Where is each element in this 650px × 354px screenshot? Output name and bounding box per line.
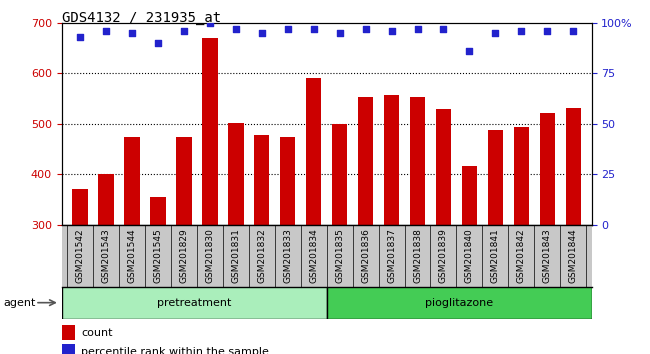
Point	[257, 30, 267, 36]
Text: GSM201838: GSM201838	[413, 228, 422, 283]
Point	[334, 30, 345, 36]
Bar	[410, 97, 425, 225]
Text: GSM201839: GSM201839	[439, 228, 448, 283]
Bar	[228, 124, 244, 225]
Text: GSM201844: GSM201844	[569, 228, 578, 282]
Bar	[62, 287, 326, 319]
Point	[309, 26, 319, 32]
Point	[127, 30, 137, 36]
Point	[153, 40, 163, 46]
Bar	[62, 344, 75, 354]
Text: GSM201544: GSM201544	[127, 228, 136, 282]
Bar	[202, 38, 218, 225]
Point	[360, 26, 370, 32]
Bar	[306, 79, 322, 225]
Bar	[514, 127, 529, 225]
Point	[490, 30, 501, 36]
Point	[283, 26, 293, 32]
Text: GSM201545: GSM201545	[153, 228, 162, 282]
Text: percentile rank within the sample: percentile rank within the sample	[81, 347, 269, 354]
Bar	[326, 287, 592, 319]
Text: GSM201543: GSM201543	[101, 228, 111, 282]
Bar	[98, 174, 114, 225]
Text: agent: agent	[3, 298, 36, 308]
Text: GDS4132 / 231935_at: GDS4132 / 231935_at	[62, 11, 221, 25]
Point	[542, 28, 552, 34]
Bar	[62, 325, 75, 340]
Bar	[176, 137, 192, 225]
Bar	[254, 135, 270, 225]
Bar	[384, 95, 399, 225]
Point	[464, 48, 474, 54]
Text: GSM201843: GSM201843	[543, 228, 552, 282]
Bar	[332, 124, 347, 225]
Bar	[150, 197, 166, 225]
Point	[568, 28, 578, 34]
Text: GSM201834: GSM201834	[309, 228, 318, 282]
Point	[386, 28, 396, 34]
Point	[179, 28, 189, 34]
Bar	[124, 137, 140, 225]
Text: pioglitazone: pioglitazone	[425, 298, 493, 308]
Point	[75, 34, 85, 40]
Text: GSM201542: GSM201542	[75, 228, 84, 282]
Bar	[358, 97, 373, 225]
Text: GSM201831: GSM201831	[231, 228, 240, 283]
Point	[231, 26, 241, 32]
Text: GSM201840: GSM201840	[465, 228, 474, 282]
Point	[101, 28, 111, 34]
Bar	[280, 137, 296, 225]
Text: GSM201830: GSM201830	[205, 228, 214, 283]
Text: GSM201833: GSM201833	[283, 228, 292, 283]
Point	[438, 26, 448, 32]
Bar	[566, 108, 581, 225]
Bar	[72, 189, 88, 225]
Bar	[436, 109, 451, 225]
Text: GSM201841: GSM201841	[491, 228, 500, 282]
Bar	[488, 130, 503, 225]
Point	[205, 20, 215, 26]
Text: GSM201842: GSM201842	[517, 228, 526, 282]
Bar	[462, 166, 477, 225]
Text: count: count	[81, 328, 112, 338]
Text: GSM201837: GSM201837	[387, 228, 396, 283]
Text: GSM201829: GSM201829	[179, 228, 188, 282]
Text: GSM201835: GSM201835	[335, 228, 344, 283]
Point	[516, 28, 526, 34]
Text: GSM201832: GSM201832	[257, 228, 266, 282]
Text: GSM201836: GSM201836	[361, 228, 370, 283]
Point	[412, 26, 423, 32]
Bar	[540, 113, 555, 225]
Text: pretreatment: pretreatment	[157, 298, 231, 308]
